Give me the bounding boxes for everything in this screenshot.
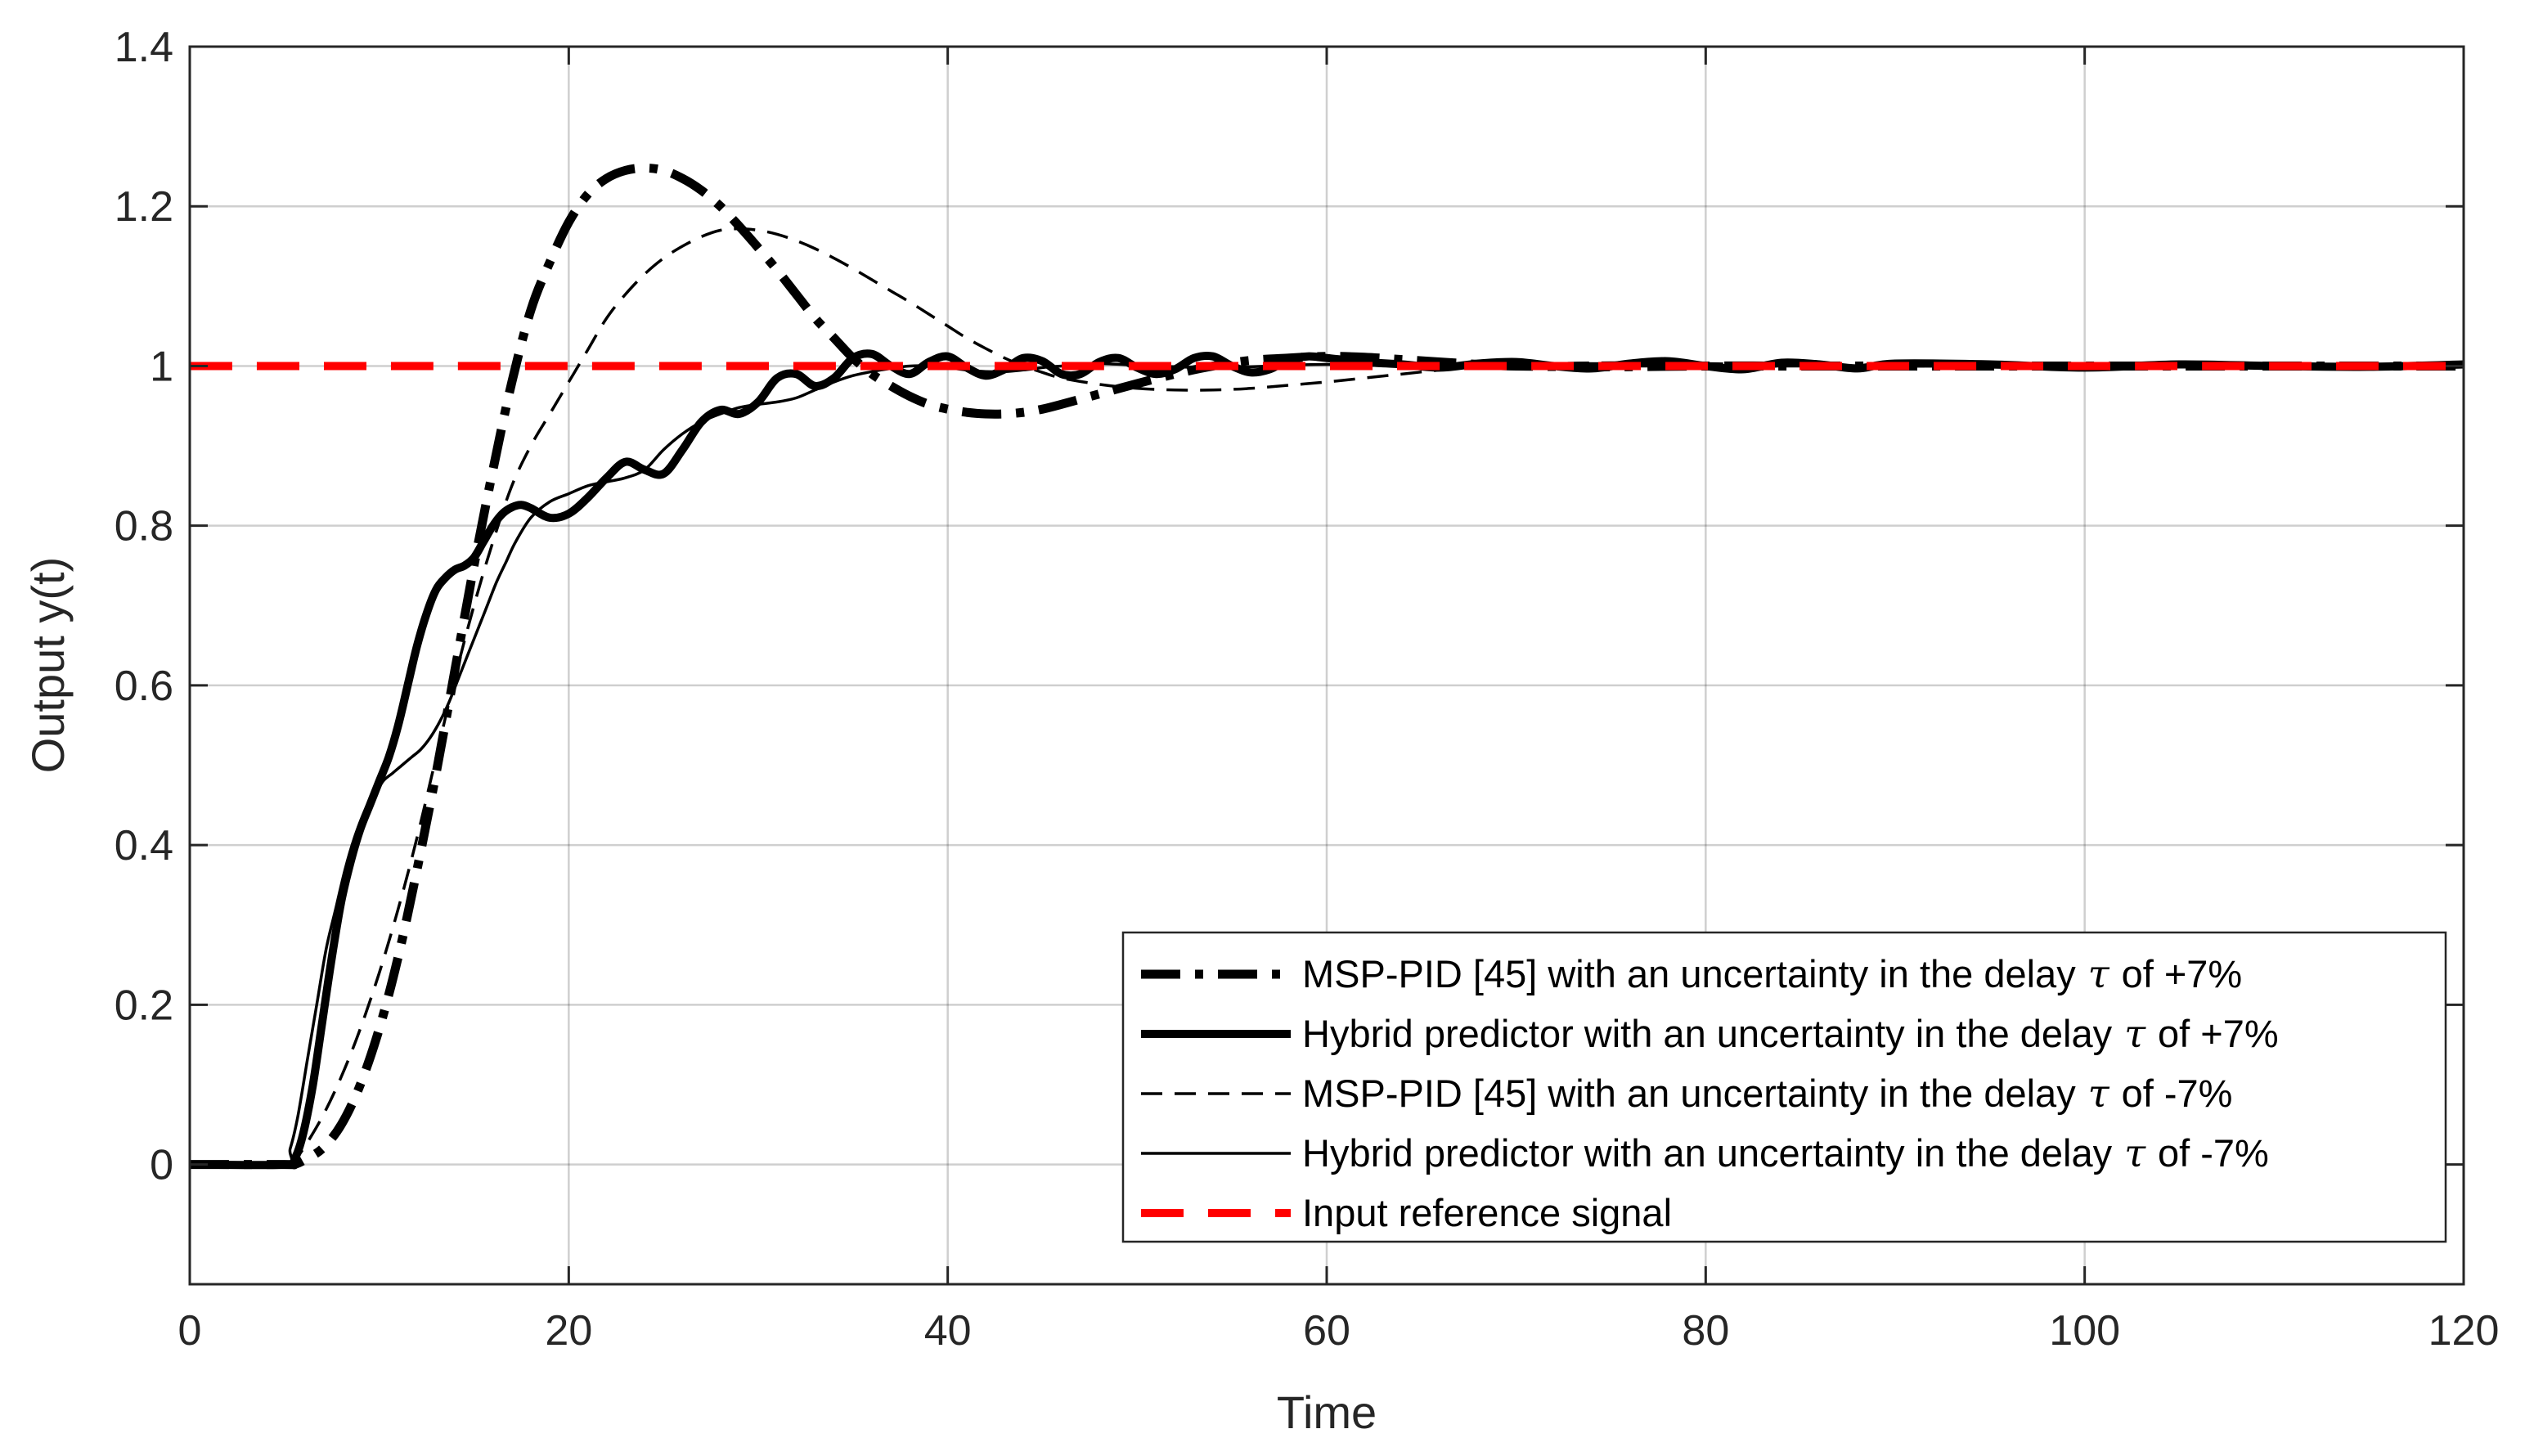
y-tick-label: 1.2 xyxy=(115,183,173,231)
legend-label: Input reference signal xyxy=(1302,1191,1672,1234)
legend-label-suffix: of -7% xyxy=(2158,1131,2269,1175)
tau-symbol: τ xyxy=(2076,1072,2122,1117)
legend-item-reference: Input reference signal xyxy=(1141,1191,1672,1234)
legend-label: Hybrid predictor with an uncertainty in … xyxy=(1302,1131,2269,1176)
y-tick-label: 0 xyxy=(150,1142,173,1189)
legend-label-main: MSP-PID [45] with an uncertainty in the … xyxy=(1302,952,2076,995)
x-tick-label: 120 xyxy=(2428,1307,2500,1355)
legend-label: Hybrid predictor with an uncertainty in … xyxy=(1302,1012,2279,1057)
tau-symbol: τ xyxy=(2112,1012,2158,1057)
legend-item-msp-pid-plus7: MSP-PID [45] with an uncertainty in the … xyxy=(1141,952,2242,997)
legend-label-main: Hybrid predictor with an uncertainty in … xyxy=(1302,1012,2113,1055)
msp-pid-plus7-line xyxy=(189,163,2464,1170)
x-tick-label: 0 xyxy=(178,1307,202,1355)
legend-label: MSP-PID [45] with an uncertainty in the … xyxy=(1302,952,2242,997)
legend-item-hybrid-minus7: Hybrid predictor with an uncertainty in … xyxy=(1141,1131,2269,1176)
legend-label-main: Input reference signal xyxy=(1302,1191,1672,1234)
tick-labels: 0 20 40 60 80 100 120 0 0.2 0.4 0.6 0.8 1 1.2 1.4 xyxy=(115,24,2500,1355)
x-tick-label: 80 xyxy=(1682,1307,1729,1355)
legend-label-suffix: of +7% xyxy=(2158,1012,2279,1055)
tau-symbol: τ xyxy=(2076,952,2122,997)
x-tick-label: 20 xyxy=(545,1307,592,1355)
y-tick-label: 0.2 xyxy=(115,982,173,1029)
legend-item-hybrid-plus7: Hybrid predictor with an uncertainty in … xyxy=(1141,1012,2279,1057)
x-tick-label: 60 xyxy=(1303,1307,1350,1355)
tick-marks xyxy=(188,45,2465,1284)
legend-item-msp-pid-minus7: MSP-PID [45] with an uncertainty in the … xyxy=(1141,1072,2232,1117)
y-tick-label: 1.4 xyxy=(115,24,173,71)
y-axis-label: Output y(t) xyxy=(22,557,74,774)
y-tick-label: 0.6 xyxy=(115,663,173,710)
legend-label-main: MSP-PID [45] with an uncertainty in the … xyxy=(1302,1072,2076,1115)
legend-box xyxy=(1121,931,2447,1243)
y-tick-label: 0.8 xyxy=(115,503,173,550)
legend-label-suffix: of -7% xyxy=(2122,1072,2233,1115)
legend-label: MSP-PID [45] with an uncertainty in the … xyxy=(1302,1072,2232,1117)
x-axis-label: Time xyxy=(1277,1386,1377,1438)
y-tick-label: 1 xyxy=(150,343,173,390)
legend-label-suffix: of +7% xyxy=(2122,952,2243,995)
tau-symbol: τ xyxy=(2112,1131,2158,1176)
x-tick-label: 40 xyxy=(924,1307,972,1355)
x-tick-label: 100 xyxy=(2049,1307,2120,1355)
series-layer xyxy=(189,163,2464,1170)
legend: MSP-PID [45] with an uncertainty in the … xyxy=(1121,931,2447,1243)
legend-label-main: Hybrid predictor with an uncertainty in … xyxy=(1302,1131,2113,1175)
y-tick-label: 0.4 xyxy=(115,822,173,870)
